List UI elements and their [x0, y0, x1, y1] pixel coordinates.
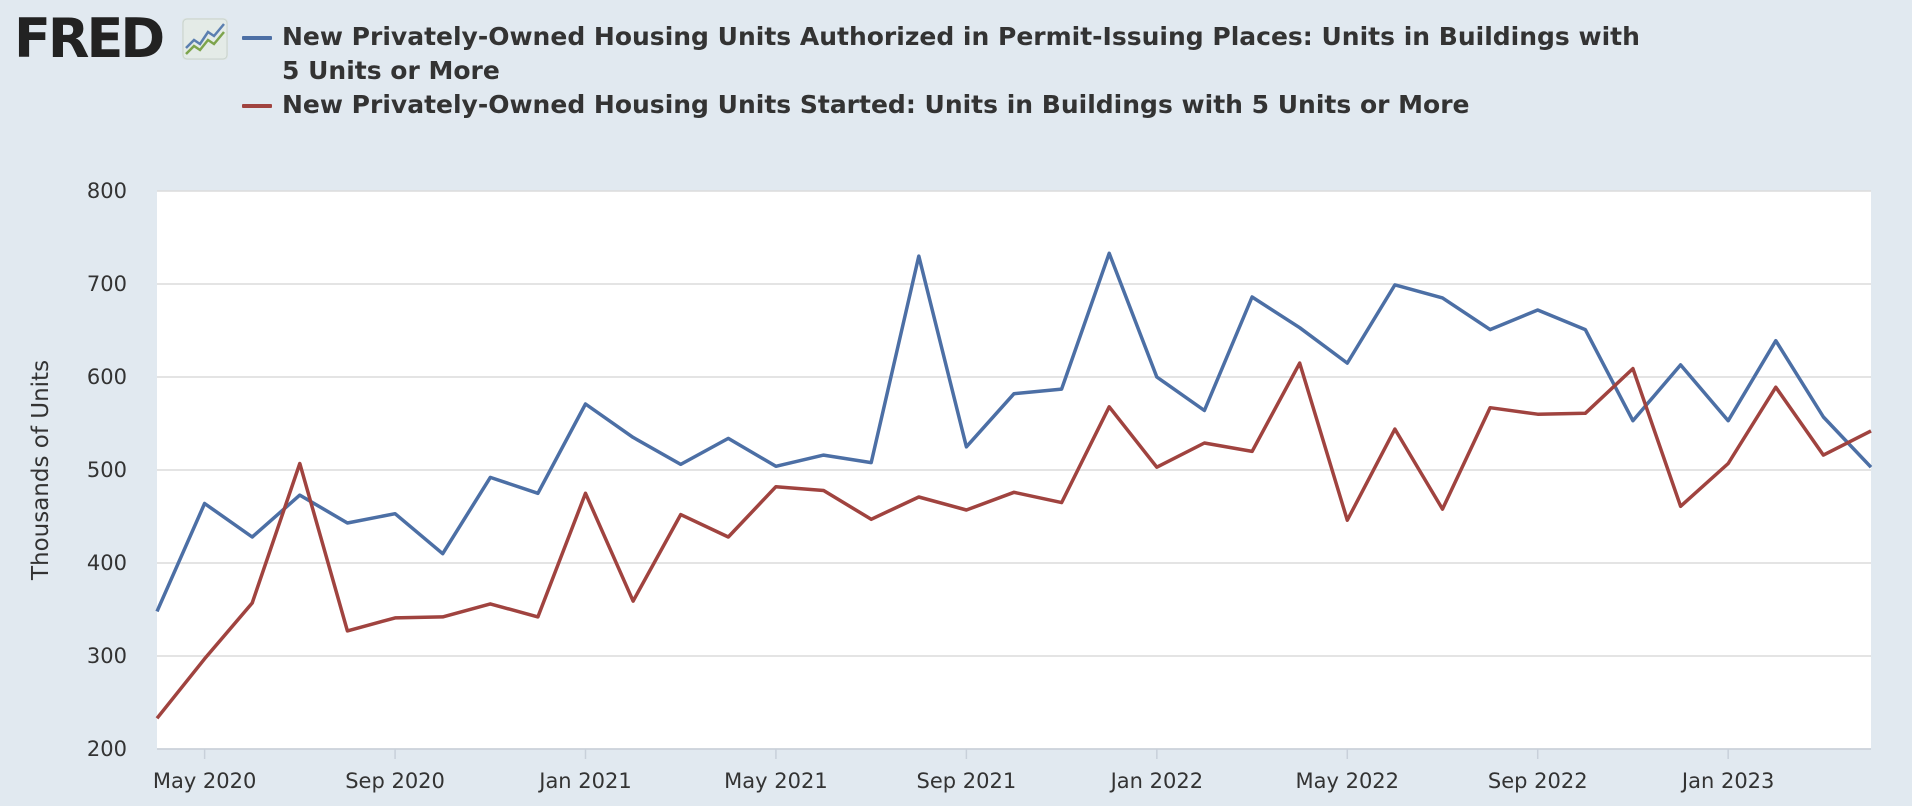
x-tick-label: May 2021 — [724, 769, 828, 793]
series-line-permits[interactable] — [155, 251, 1873, 613]
legend-swatch-permits — [242, 36, 272, 40]
x-tick-label: Jan 2021 — [537, 769, 632, 793]
y-tick-label: 300 — [87, 644, 127, 668]
x-tick-label: Sep 2020 — [345, 769, 445, 793]
legend-swatch-starts — [242, 104, 272, 108]
x-tick-label: May 2022 — [1296, 769, 1400, 793]
legend-label-starts: New Privately-Owned Housing Units Starte… — [282, 90, 1470, 119]
y-tick-label: 800 — [87, 179, 127, 203]
x-axis-ticks: May 2020 Sep 2020 Jan 2021 May 2021 Sep 2021… — [153, 749, 1775, 793]
x-tick-label: Sep 2022 — [1488, 769, 1588, 793]
series-line-starts[interactable] — [155, 361, 1872, 720]
x-tick-label: Sep 2021 — [917, 769, 1017, 793]
y-axis-title: Thousands of Units — [28, 360, 54, 581]
y-axis-ticks: 200 300 400 500 600 700 800 — [87, 179, 127, 761]
gridlines — [157, 190, 1871, 750]
legend-item-starts[interactable]: New Privately-Owned Housing Units Starte… — [240, 88, 1640, 122]
chart-legend: New Privately-Owned Housing Units Author… — [240, 20, 1640, 122]
y-tick-label: 600 — [87, 365, 127, 389]
y-tick-label: 200 — [87, 737, 127, 761]
fred-logo[interactable]: FRED — [14, 12, 228, 66]
legend-item-permits[interactable]: New Privately-Owned Housing Units Author… — [240, 20, 1640, 88]
fred-trend-chart-icon — [182, 18, 228, 60]
y-tick-label: 400 — [87, 551, 127, 575]
y-tick-label: 700 — [87, 272, 127, 296]
x-tick-label: Jan 2022 — [1109, 769, 1204, 793]
y-tick-label: 500 — [87, 458, 127, 482]
fred-logo-text: FRED — [14, 7, 165, 70]
legend-label-permits: New Privately-Owned Housing Units Author… — [282, 22, 1640, 85]
series-lines — [155, 251, 1873, 720]
x-tick-label: May 2020 — [153, 769, 257, 793]
x-tick-label: Jan 2023 — [1680, 769, 1775, 793]
